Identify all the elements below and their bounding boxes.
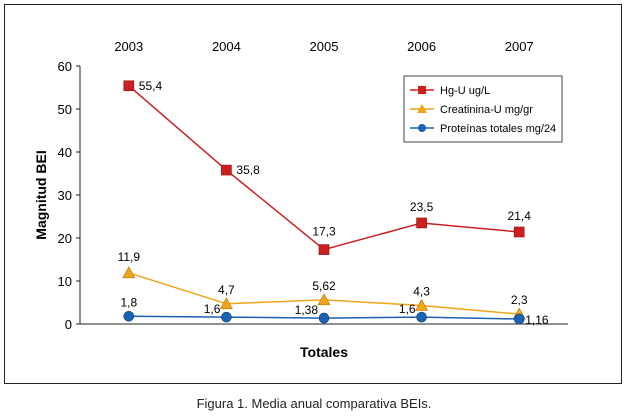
- data-point-triangle: [415, 298, 429, 311]
- data-point-circle: [221, 311, 232, 323]
- y-tick-label: 0: [65, 317, 72, 332]
- chart-frame: [4, 4, 622, 384]
- data-label: 23,5: [410, 200, 434, 214]
- x-tick-label: 2006: [407, 39, 436, 54]
- data-label: 1,16: [525, 313, 549, 327]
- data-point-square: [123, 80, 135, 92]
- data-point-circle: [416, 311, 427, 323]
- data-point-square: [513, 226, 525, 238]
- legend-label: Creatinina-U mg/gr: [440, 104, 533, 116]
- data-point-square: [318, 244, 330, 255]
- y-axis-title: Magnitud BEI: [33, 150, 49, 239]
- data-label: 17,3: [312, 225, 336, 239]
- data-point-triangle: [317, 293, 331, 306]
- x-tick-label: 2003: [114, 39, 143, 54]
- data-point-circle: [123, 310, 135, 322]
- data-point-triangle: [122, 266, 136, 279]
- y-tick-label: 50: [58, 102, 72, 117]
- data-label: 4,7: [218, 283, 235, 297]
- legend-marker-circle: [418, 124, 426, 132]
- data-point-square: [221, 164, 232, 176]
- data-label: 2,3: [511, 293, 528, 307]
- data-label: 4,3: [413, 285, 430, 299]
- data-point-square: [416, 217, 427, 229]
- y-tick-label: 20: [58, 231, 72, 246]
- data-label: 1,38: [295, 303, 319, 317]
- data-label: 5,62: [312, 279, 336, 293]
- data-point-triangle: [219, 297, 233, 310]
- data-point-circle: [318, 312, 330, 324]
- legend-marker-triangle: [417, 104, 427, 113]
- data-label: 55,4: [139, 79, 163, 93]
- legend-label: Proteínas totales mg/24: [440, 123, 556, 135]
- data-label: 1,6: [204, 302, 221, 316]
- data-point-circle: [513, 313, 525, 325]
- x-tick-label: 2005: [310, 39, 339, 54]
- x-tick-label: 2007: [505, 39, 534, 54]
- data-label: 35,8: [236, 163, 260, 177]
- data-label: 21,4: [508, 209, 532, 223]
- x-axis-title: Totales: [300, 344, 348, 360]
- data-label: 1,8: [120, 295, 137, 309]
- data-label: 11,9: [118, 250, 141, 264]
- legend-marker-square: [418, 86, 426, 94]
- y-tick-label: 60: [58, 59, 72, 74]
- legend-label: Hg-U ug/L: [440, 85, 490, 97]
- y-tick-label: 10: [58, 274, 72, 289]
- y-tick-label: 40: [58, 145, 72, 160]
- figure-caption: Figura 1. Media anual comparativa BEIs.: [196, 396, 432, 411]
- y-tick-label: 30: [58, 188, 72, 203]
- x-tick-label: 2004: [212, 39, 241, 54]
- data-label: 1,6: [399, 302, 416, 316]
- line-chart: 0 10 20 30 40 50 60 2003 2004 2005 2006 2007 Totales…: [33, 39, 568, 360]
